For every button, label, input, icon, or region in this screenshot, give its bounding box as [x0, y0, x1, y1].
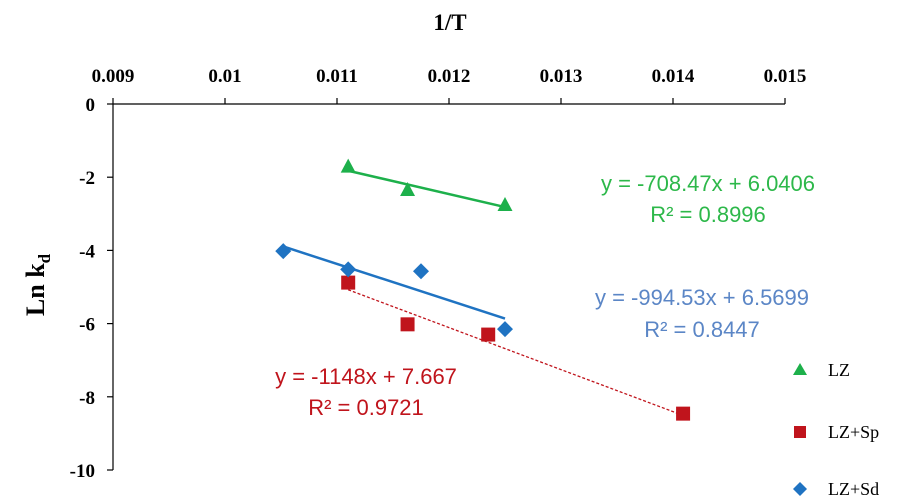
y-tick-label: -10: [70, 461, 95, 482]
x-tick-label: 0.01: [208, 66, 241, 87]
legend-square-marker: [794, 426, 806, 438]
trendlines: [282, 169, 684, 417]
y-axis-title-main: Ln k: [21, 263, 50, 316]
legend-label-lz-sd: LZ+Sd: [828, 479, 879, 499]
y-axis-title-subscript: d: [35, 253, 54, 263]
legend: LZ LZ+Sp LZ+Sd: [793, 360, 879, 499]
point-lz-sd: [275, 243, 292, 260]
sp-equation: y = -1148x + 7.667: [275, 364, 457, 389]
data-markers: [275, 158, 691, 421]
trendline-equations: y = -708.47x + 6.0406 R² = 0.8996 y = -9…: [275, 171, 815, 420]
point-lz: [340, 158, 356, 173]
x-tick-label: 0.013: [540, 66, 583, 87]
point-lz-sd: [340, 261, 357, 278]
legend-triangle-marker: [793, 363, 807, 375]
sp-r2: R² = 0.9721: [308, 395, 424, 420]
point-lz: [400, 182, 416, 197]
axes: 0.009 0.01 0.011 0.012 0.013 0.014 0.015 0 -2 -4 -…: [70, 66, 807, 482]
x-tick-label: 0.015: [764, 66, 807, 87]
y-tick-label: 0: [86, 95, 96, 116]
x-tick-label: 0.012: [428, 66, 471, 87]
point-lz-sp: [341, 275, 356, 290]
y-tick-label: -4: [79, 241, 95, 262]
x-tick-label: 0.014: [652, 66, 695, 87]
legend-diamond-marker: [793, 482, 807, 496]
lz-r2: R² = 0.8996: [650, 202, 766, 227]
point-lz-sp: [400, 317, 415, 332]
legend-label-lz-sp: LZ+Sp: [828, 422, 879, 442]
legend-item-lz-sp: LZ+Sp: [794, 422, 879, 442]
point-lz-sd: [413, 263, 429, 280]
trendline-lz: [347, 169, 506, 209]
trendline-lz-sd: [282, 245, 506, 320]
y-tick-label: -6: [79, 315, 95, 336]
lz-equation: y = -708.47x + 6.0406: [601, 171, 815, 196]
x-tick-label: 0.011: [316, 66, 358, 87]
point-lz-sp: [481, 327, 496, 342]
point-lz-sp: [676, 406, 691, 421]
y-tick-label: -2: [79, 168, 95, 189]
legend-label-lz: LZ: [828, 360, 850, 380]
sd-r2: R² = 0.8447: [644, 317, 760, 342]
x-tick-label: 0.009: [92, 66, 135, 87]
point-lz-sd: [497, 321, 513, 338]
point-lz: [497, 197, 513, 212]
legend-item-lz: LZ: [793, 360, 850, 380]
y-tick-label: -8: [79, 388, 95, 409]
sd-equation: y = -994.53x + 6.5699: [595, 285, 809, 310]
x-axis-title: 1/T: [433, 10, 466, 35]
legend-item-lz-sd: LZ+Sd: [793, 479, 879, 499]
y-axis-title: Ln kd: [21, 253, 54, 316]
